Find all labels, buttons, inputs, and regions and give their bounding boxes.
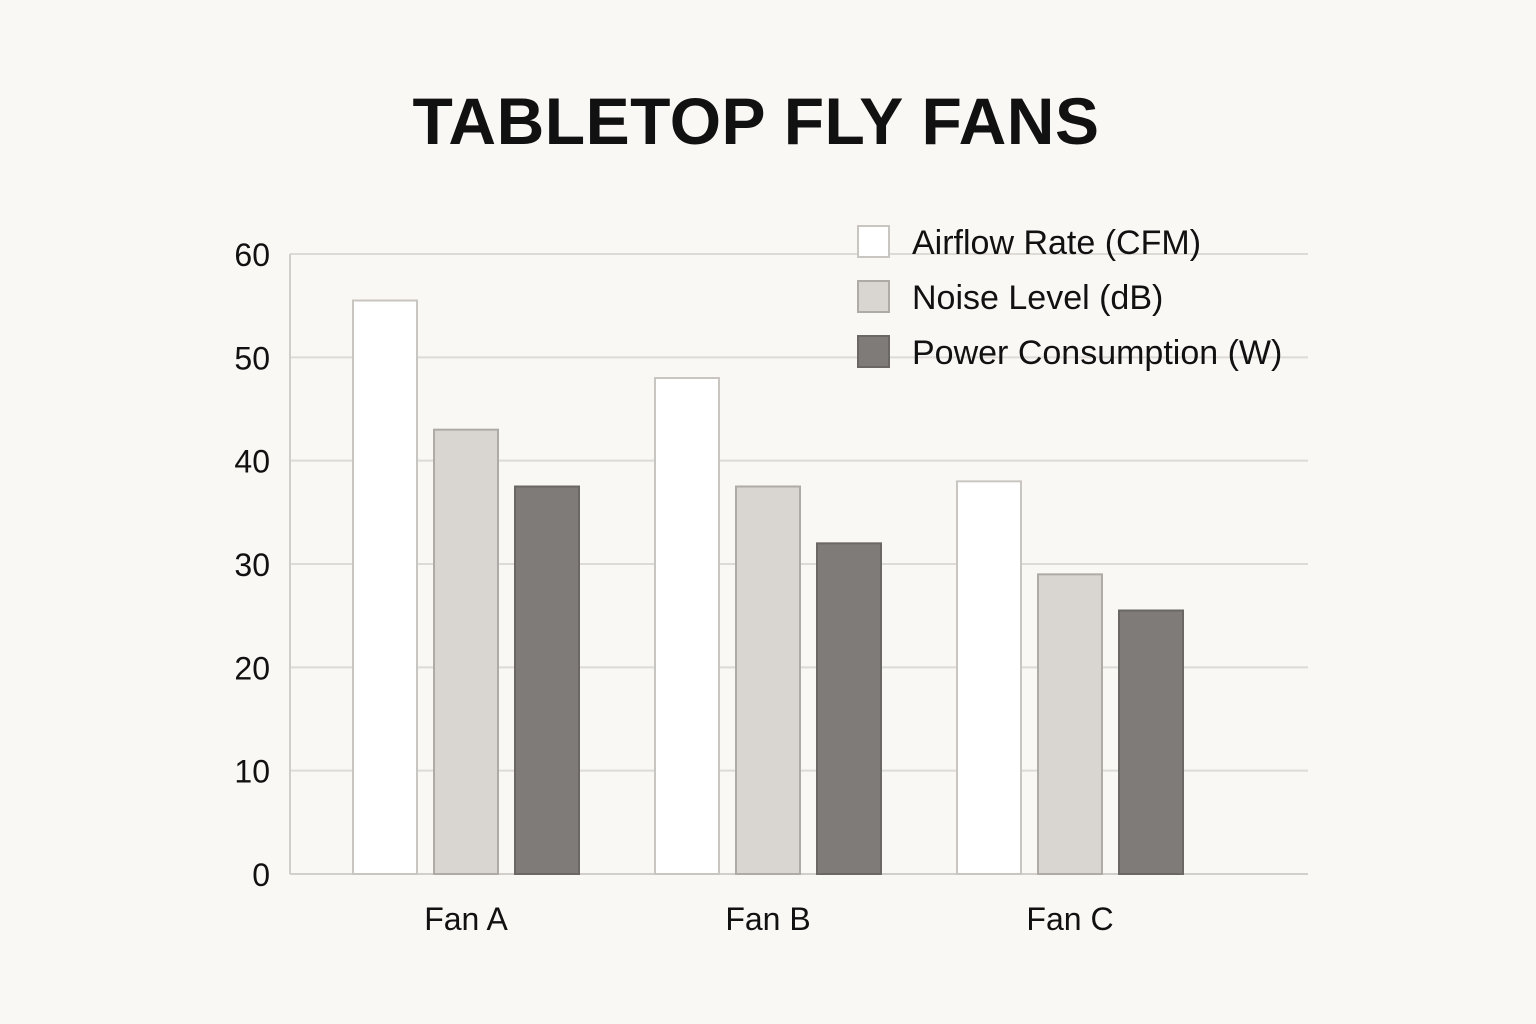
- y-axis-ticks: 0 10 20 30 40 50 60: [234, 237, 270, 893]
- y-tick-label: 30: [234, 547, 270, 583]
- x-category-label: Fan B: [725, 901, 810, 937]
- bar-fan-b-series-3: [816, 542, 882, 875]
- legend-label-1: Airflow Rate (CFM): [912, 224, 1201, 262]
- bar-fan-a-series-2: [433, 428, 499, 875]
- bar-fan-b-series-1: [654, 377, 720, 875]
- legend-swatch-3: [857, 335, 890, 368]
- chart-title: TABLETOP FLY FANS: [413, 84, 1100, 158]
- y-tick-label: 10: [234, 754, 270, 790]
- y-tick-label: 50: [234, 340, 270, 376]
- bar-fan-c-series-2: [1037, 573, 1103, 875]
- legend-swatch-2: [857, 280, 890, 313]
- bar-fan-c-series-1: [956, 480, 1022, 875]
- x-axis-categories: Fan A Fan B Fan C: [424, 901, 1113, 937]
- bar-fan-a-series-1: [352, 299, 418, 875]
- y-tick-label: 20: [234, 650, 270, 686]
- bars: [352, 299, 1184, 875]
- legend-swatch-1: [857, 225, 890, 258]
- x-category-label: Fan C: [1026, 901, 1113, 937]
- bar-fan-b-series-2: [735, 485, 801, 875]
- legend: Airflow Rate (CFM) Noise Level (dB) Power …: [857, 224, 1282, 372]
- y-tick-label: 40: [234, 444, 270, 480]
- bar-fan-c-series-3: [1118, 609, 1184, 875]
- legend-label-3: Power Consumption (W): [912, 334, 1282, 372]
- x-category-label: Fan A: [424, 901, 508, 937]
- legend-label-2: Noise Level (dB): [912, 279, 1163, 317]
- y-tick-label: 0: [252, 857, 270, 893]
- y-tick-label: 60: [234, 237, 270, 273]
- bar-fan-a-series-3: [514, 485, 580, 875]
